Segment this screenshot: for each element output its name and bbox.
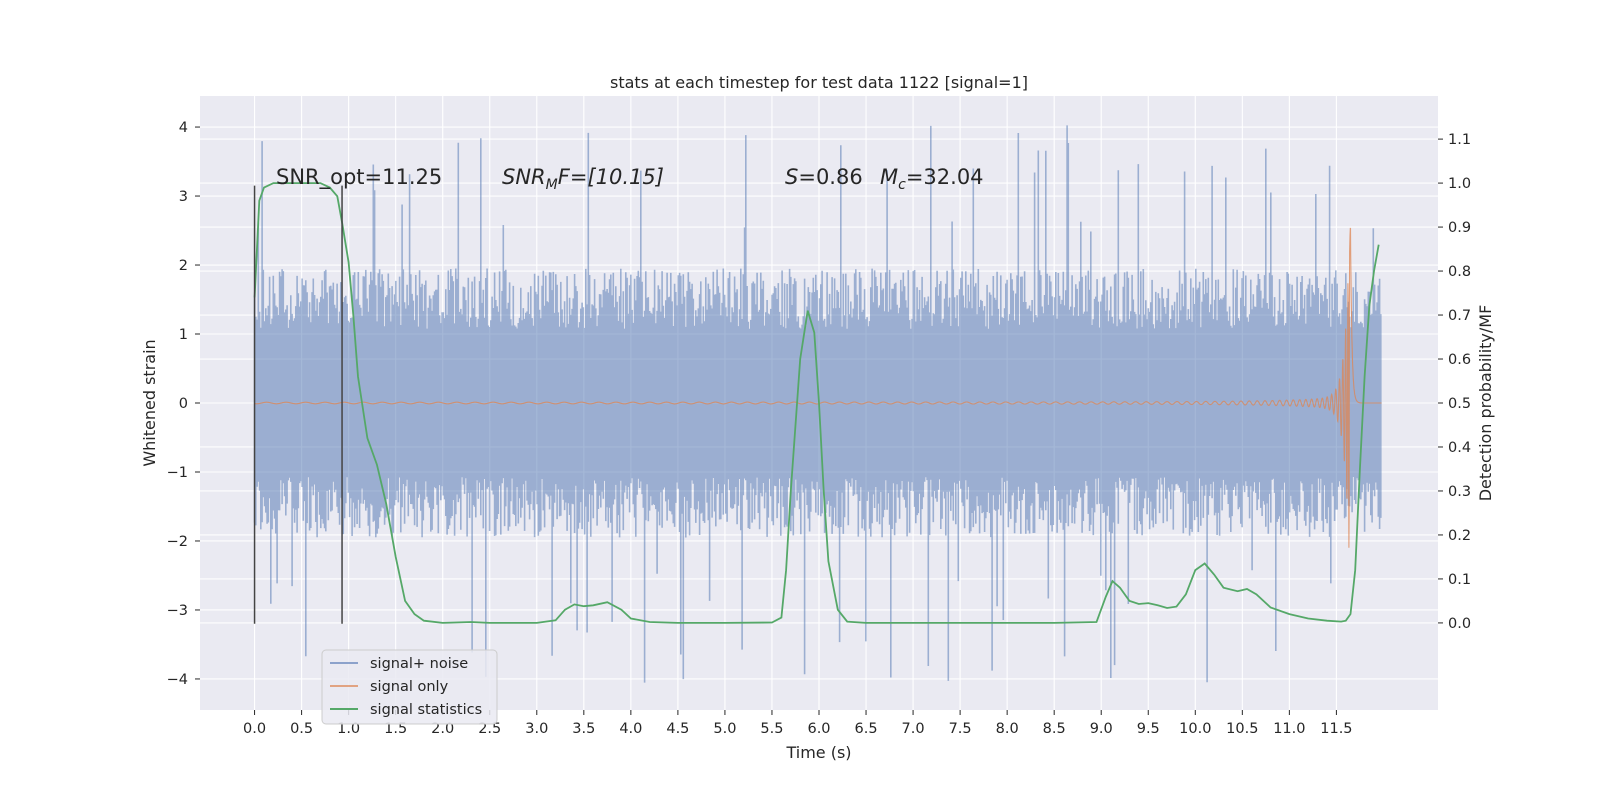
annotations: SNR_opt=11.25 SNRMF=[10.15] S=0.86 Mc=32… xyxy=(276,165,984,193)
y-tick-label: −3 xyxy=(167,603,188,619)
vertical-markers xyxy=(253,185,343,624)
x-tick-label: 7.5 xyxy=(949,721,972,737)
s-value: =0.86 xyxy=(798,165,862,189)
y-tick-label: 0 xyxy=(179,396,188,412)
x-tick-label: 0.0 xyxy=(243,721,266,737)
snr-mf-rest: F=[10.15] xyxy=(558,165,664,189)
x-tick-label: 10.5 xyxy=(1226,721,1258,737)
y-tick-label: −1 xyxy=(167,465,188,481)
snr-mf-symbol: SNR xyxy=(502,165,546,189)
legend-label-signal-only: signal only xyxy=(370,679,449,695)
legend-label-signal-plus-noise: signal+ noise xyxy=(370,656,468,672)
y-axis-label: Whitened strain xyxy=(140,339,159,466)
y-tick-label: 4 xyxy=(179,120,188,136)
x-tick-label: 11.0 xyxy=(1273,721,1305,737)
y2-tick-label: 0.8 xyxy=(1448,264,1471,280)
y2-tick-label: 0.5 xyxy=(1448,396,1471,412)
x-tick-label: 1.0 xyxy=(337,721,360,737)
s-symbol: S xyxy=(785,165,798,189)
annotation-snr-mf: SNRMF=[10.15] xyxy=(502,165,664,193)
x-tick-label: 4.0 xyxy=(619,721,642,737)
x-tick-label: 8.5 xyxy=(1043,721,1066,737)
y2-tick-labels: 1.1 1.0 0.9 0.8 0.7 0.6 0.5 0.4 0.3 0.2 0.1 0.0 xyxy=(1438,132,1471,632)
y2-tick-label: 0.7 xyxy=(1448,308,1471,324)
legend: signal+ noise signal only signal statist… xyxy=(321,649,498,725)
x-tick-label: 6.0 xyxy=(807,721,830,737)
y2-tick-label: 0.9 xyxy=(1448,220,1471,236)
y2-tick-label: 0.0 xyxy=(1448,616,1471,632)
x-tick-label: 2.5 xyxy=(478,721,501,737)
mc-symbol: M xyxy=(880,165,898,189)
x-tick-label: 7.0 xyxy=(902,721,925,737)
annotation-snr-opt: SNR_opt=11.25 xyxy=(276,165,442,190)
snr-mf-subscript: M xyxy=(546,177,558,193)
y2-tick-label: 0.4 xyxy=(1448,440,1471,456)
x-tick-label: 4.5 xyxy=(666,721,689,737)
x-tick-label: 5.0 xyxy=(713,721,736,737)
y-tick-label: −4 xyxy=(167,672,188,688)
y-tick-label: 2 xyxy=(179,258,188,274)
y2-tick-label: 0.2 xyxy=(1448,528,1471,544)
y2-tick-label: 1.0 xyxy=(1448,176,1471,192)
x-tick-label: 9.5 xyxy=(1137,721,1160,737)
legend-box xyxy=(321,649,498,725)
x-tick-label: 8.0 xyxy=(996,721,1019,737)
x-tick-label: 9.0 xyxy=(1090,721,1113,737)
y2-axis-label: Detection probability/MF xyxy=(1476,305,1495,502)
x-tick-label: 6.5 xyxy=(855,721,878,737)
x-tick-label: 0.5 xyxy=(290,721,313,737)
y-tick-label: −2 xyxy=(167,534,188,550)
x-tick-labels: 0.0 0.5 1.0 1.5 2.0 2.5 3.0 3.5 4.0 4.5 5.0 5.5 6.0 6… xyxy=(243,710,1353,737)
x-tick-label: 10.0 xyxy=(1179,721,1211,737)
chart-title: stats at each timestep for test data 112… xyxy=(610,73,1028,92)
x-tick-label: 3.0 xyxy=(525,721,548,737)
annotation-mc: Mc=32.04 xyxy=(880,165,984,193)
x-tick-label: 3.5 xyxy=(572,721,595,737)
y2-tick-label: 0.6 xyxy=(1448,352,1471,368)
x-tick-label: 2.0 xyxy=(431,721,454,737)
mc-value: =32.04 xyxy=(906,165,984,189)
y-tick-label: 1 xyxy=(179,327,188,343)
y-tick-labels: 4 3 2 1 0 −1 −2 −3 −4 xyxy=(167,120,200,688)
series-signal-only xyxy=(254,227,1382,548)
legend-label-signal-statistics: signal statistics xyxy=(370,702,482,718)
mc-subscript: c xyxy=(898,177,906,193)
x-tick-label: 5.5 xyxy=(760,721,783,737)
x-tick-label: 11.5 xyxy=(1320,721,1352,737)
y2-tick-label: 0.1 xyxy=(1448,572,1471,588)
annotation-s: S=0.86 xyxy=(785,165,863,189)
y2-tick-label: 1.1 xyxy=(1448,132,1471,148)
x-axis-label: Time (s) xyxy=(785,743,851,762)
y2-tick-label: 0.3 xyxy=(1448,484,1471,500)
y-tick-label: 3 xyxy=(179,189,188,205)
series-signal-statistics xyxy=(253,182,1380,624)
x-tick-label: 1.5 xyxy=(384,721,407,737)
